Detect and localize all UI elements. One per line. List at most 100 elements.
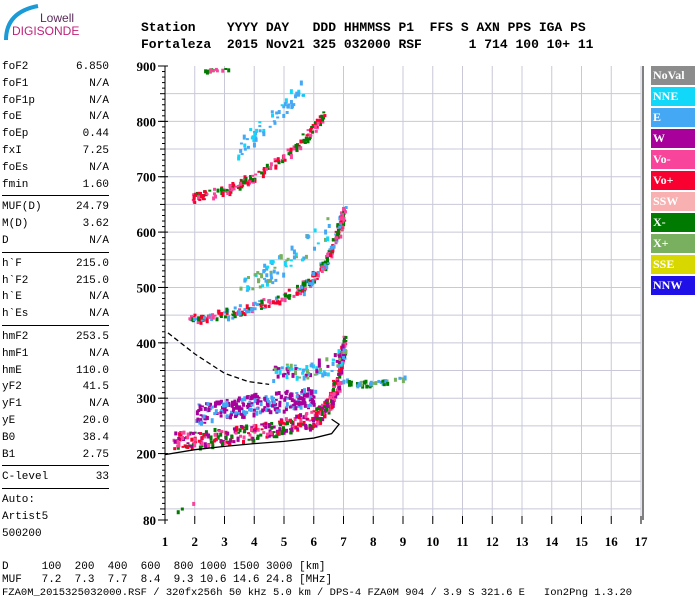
- echo-point: [245, 304, 249, 310]
- echo-point: [273, 404, 277, 410]
- echo-point: [344, 339, 348, 342]
- echo-point: [298, 376, 302, 379]
- echo-point: [315, 407, 319, 412]
- echo-point: [238, 308, 242, 311]
- echo-point: [313, 417, 317, 421]
- echo-point: [215, 432, 219, 436]
- echo-point: [251, 174, 255, 177]
- echo-point: [233, 429, 237, 434]
- echo-point: [302, 420, 306, 424]
- echo-point: [368, 385, 372, 389]
- echo-point: [295, 414, 299, 419]
- echo-point: [247, 432, 251, 435]
- echo-point: [272, 379, 276, 384]
- echo-point: [338, 354, 342, 359]
- echo-point: [298, 289, 302, 292]
- echo-point: [276, 271, 280, 275]
- echo-point: [242, 440, 246, 445]
- x-tick-label: 5: [281, 534, 288, 549]
- echo-point: [306, 129, 310, 132]
- echo-point: [263, 408, 267, 412]
- info-text: Auto:: [2, 494, 36, 507]
- echo-point: [273, 367, 277, 371]
- echo-point: [307, 137, 311, 141]
- echo-point: [339, 228, 343, 231]
- echo-point: [208, 189, 212, 192]
- param-label: B0: [2, 431, 16, 444]
- echo-point: [270, 395, 274, 400]
- echo-point: [225, 400, 229, 405]
- echo-point: [219, 314, 223, 318]
- param-row: hmF1 N/A: [2, 346, 109, 363]
- echo-point: [300, 258, 304, 262]
- echo-point: [322, 111, 326, 114]
- echo-point: [188, 444, 192, 448]
- echo-point: [295, 402, 299, 405]
- echo-point: [320, 117, 324, 122]
- echo-point: [303, 388, 307, 394]
- echo-point: [259, 402, 263, 407]
- echo-point: [274, 164, 278, 170]
- echo-point: [331, 248, 335, 253]
- echo-point: [265, 163, 269, 169]
- echo-point: [238, 185, 242, 191]
- echo-point: [289, 100, 293, 105]
- echo-point: [245, 310, 249, 314]
- echo-point: [304, 136, 308, 142]
- echo-point: [218, 430, 222, 433]
- param-row: yF1 N/A: [2, 396, 109, 413]
- echo-point: [330, 369, 334, 372]
- echo-point: [305, 365, 309, 371]
- x-tick-label: 11: [456, 534, 468, 549]
- x-tick-label: 3: [221, 534, 228, 549]
- echo-point: [258, 285, 262, 289]
- echo-point: [290, 104, 294, 110]
- echo-point: [283, 397, 287, 402]
- echo-point: [222, 440, 226, 445]
- param-value: N/A: [89, 111, 109, 124]
- echo-point: [205, 416, 209, 421]
- param-value: 215.0: [75, 257, 109, 270]
- echo-point: [401, 377, 405, 380]
- echo-point: [295, 291, 299, 296]
- param-value: 2.75: [82, 448, 109, 461]
- echo-point: [322, 415, 326, 419]
- echo-point: [234, 411, 238, 416]
- echo-point: [183, 444, 187, 448]
- echo-point: [294, 406, 298, 411]
- echo-point: [216, 435, 220, 438]
- echo-point: [202, 198, 206, 201]
- echo-point: [302, 400, 306, 405]
- echo-point: [215, 317, 219, 322]
- echo-point: [315, 118, 319, 122]
- param-row: B0 38.4: [2, 430, 109, 447]
- echo-point: [190, 317, 194, 322]
- x-tick-label: 15: [575, 534, 589, 549]
- echo-point: [263, 170, 267, 175]
- param-value: N/A: [89, 291, 109, 304]
- echo-point: [301, 371, 305, 375]
- echo-point: [257, 170, 261, 173]
- echo-point: [275, 434, 279, 439]
- echo-point: [176, 445, 180, 450]
- echo-point: [233, 306, 237, 310]
- echo-point: [298, 146, 302, 149]
- echo-point: [199, 432, 203, 436]
- echo-point: [275, 111, 279, 115]
- echo-point: [234, 426, 238, 431]
- echo-point: [314, 412, 318, 417]
- echo-point: [316, 242, 320, 245]
- echo-point: [238, 304, 242, 308]
- echo-point: [276, 430, 280, 436]
- echo-point: [319, 417, 323, 422]
- echo-point: [274, 391, 278, 396]
- echo-point: [195, 191, 199, 197]
- echo-point: [325, 257, 329, 262]
- echo-point: [342, 351, 346, 355]
- echo-point: [316, 410, 320, 414]
- param-row: D N/A: [2, 233, 109, 250]
- echo-point: [223, 407, 227, 412]
- echo-point: [215, 69, 219, 73]
- echo-point: [272, 397, 276, 400]
- echo-point: [238, 428, 242, 433]
